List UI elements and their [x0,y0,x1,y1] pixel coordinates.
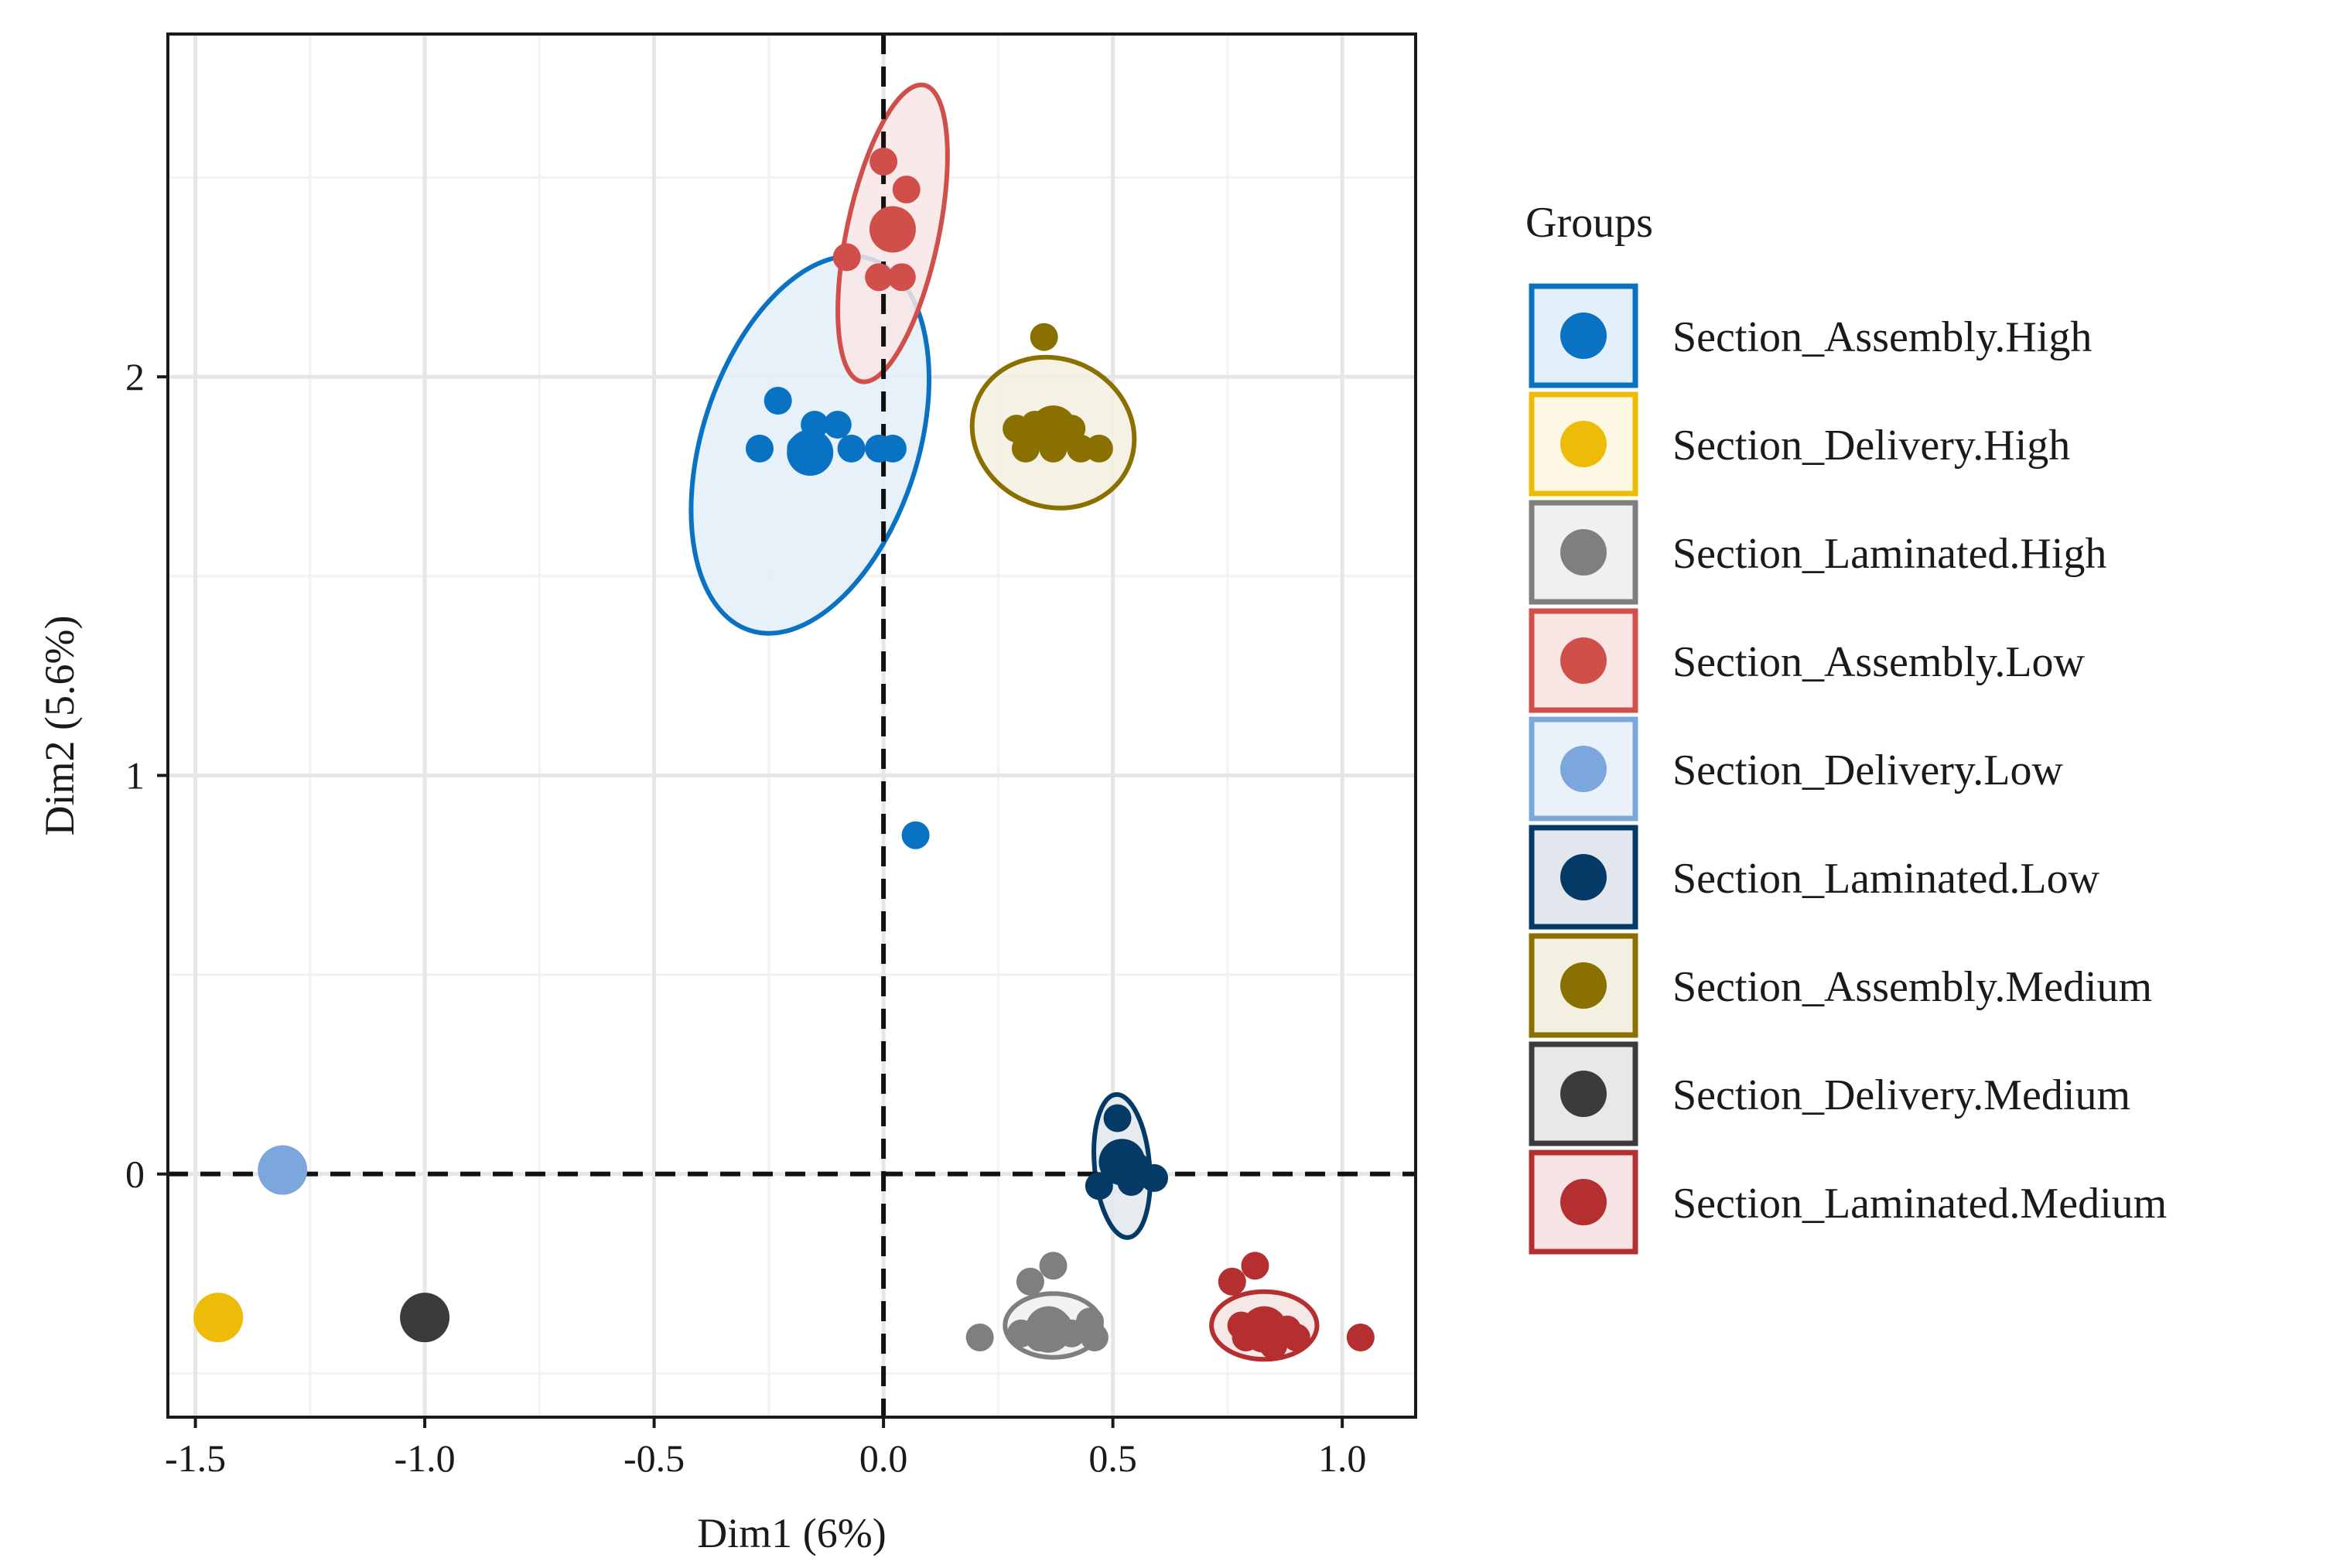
group-mean-point [193,1293,244,1343]
y-tick-label: 1 [125,753,145,797]
legend-key-point [1560,313,1607,359]
data-point [887,263,916,292]
legend-item: Section_Delivery.Low [1529,716,2063,822]
legend-key-point [1560,1071,1607,1117]
legend-key-point [1560,637,1607,684]
group-mean-point [1098,1139,1146,1186]
data-point [878,434,907,463]
y-tick-label: 0 [125,1153,145,1196]
data-point [1346,1323,1375,1351]
legend-item: Section_Delivery.High [1529,391,2070,497]
data-point [1218,1267,1246,1296]
data-point [1011,434,1040,463]
data-point [892,175,921,203]
data-point [869,147,898,176]
group-mean-point [787,429,834,477]
group-mean-point [400,1293,450,1343]
legend-title: Groups [1525,199,1653,247]
data-point [965,1323,994,1351]
data-point [764,387,792,415]
legend-item: Section_Laminated.High [1529,500,2106,605]
data-point [832,243,861,272]
legend-key-point [1560,854,1607,900]
legend-label: Section_Delivery.High [1672,422,2070,470]
legend-key-point [1560,529,1607,576]
legend-key-point [1560,746,1607,792]
group-mean-point [869,206,916,253]
y-tick-label: 2 [125,355,145,398]
group-mean-point [1030,405,1077,453]
x-axis-title: Dim1 (6%) [697,1510,886,1556]
legend-item: Section_Laminated.Medium [1529,1150,2167,1255]
legend: Groups Section_Assembly.High Section_Deli… [1525,199,2167,1255]
data-point [823,410,852,439]
legend-key-point [1560,421,1607,467]
legend-label: Section_Laminated.High [1672,530,2106,578]
data-point [1080,1323,1109,1351]
legend-key-point [1560,962,1607,1009]
data-point [1085,434,1113,463]
legend-item: Section_Assembly.Medium [1529,933,2152,1038]
legend-label: Section_Assembly.Medium [1672,963,2152,1011]
legend-key-point [1560,1179,1607,1225]
axis-tick-labels: -1.5 -1.0 -0.5 0.0 0.5 1.0 0 1 2 [125,355,1366,1480]
data-point [745,434,774,463]
x-tick-label: 0.0 [859,1436,908,1480]
data-point [1085,1172,1113,1201]
legend-label: Section_Laminated.Medium [1672,1180,2167,1228]
plot-background [168,34,1416,1417]
x-tick-label: -1.0 [395,1436,456,1480]
x-tick-label: -1.5 [165,1436,226,1480]
data-point [1039,1252,1068,1280]
x-tick-label: -0.5 [623,1436,685,1480]
group-mean-points [193,206,1288,1353]
data-point [1103,1104,1132,1132]
data-point [901,821,930,849]
data-point [1016,1267,1044,1296]
data-point [1282,1323,1310,1351]
legend-items: Section_Assembly.High Section_Delivery.Hi… [1529,283,2167,1255]
legend-label: Section_Assembly.High [1672,313,2092,361]
axis-ticks [157,375,1344,1428]
legend-label: Section_Assembly.Low [1672,638,2086,686]
data-point [865,263,893,292]
legend-item: Section_Assembly.High [1529,283,2092,388]
x-tick-label: 1.0 [1318,1436,1367,1480]
legend-item: Section_Assembly.Low [1529,608,2086,713]
group-mean-point [258,1145,308,1195]
legend-label: Section_Laminated.Low [1672,855,2100,903]
data-point [1241,1252,1269,1280]
legend-label: Section_Delivery.Medium [1672,1071,2130,1119]
grid-minor-lines [168,34,1416,1417]
plot-border [166,32,1417,1419]
data-point [837,434,866,463]
plot-frame [166,32,1417,1419]
legend-item: Section_Laminated.Low [1529,825,2100,930]
group-mean-point [1025,1306,1072,1353]
plot-area [168,34,1416,1417]
y-axis-title: Dim2 (5.6%) [36,616,83,836]
legend-label: Section_Delivery.Low [1672,746,2063,794]
data-point [1030,323,1058,351]
x-tick-label: 0.5 [1088,1436,1137,1480]
group-mean-point [1241,1306,1288,1353]
legend-item: Section_Delivery.Medium [1529,1041,2130,1146]
